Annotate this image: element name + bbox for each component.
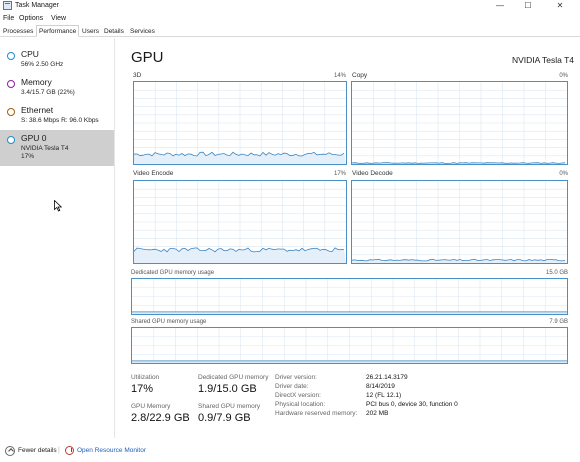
memory-fill [132,360,567,363]
shared-gpu-memory-value: 0.9/7.9 GB [198,412,251,424]
sidebar-item-detail: S: 38.6 Mbps R: 96.0 Kbps [21,117,99,124]
graph-label-copy[interactable]: Copy [352,72,368,79]
graph-label-3d[interactable]: 3D [133,72,142,79]
memory-status-icon [7,80,15,88]
directx-version-value: 12 (FL 12.1) [366,392,402,399]
sidebar-item-label: CPU [21,49,39,59]
sidebar-item-detail: 3.4/15.7 GB (22%) [21,89,75,96]
driver-date-label: Driver date: [275,383,309,390]
minimize-button[interactable]: — [496,1,504,10]
maximize-button[interactable]: ☐ [524,1,532,10]
shared-gpu-memory-label: Shared GPU memory [198,403,261,410]
title-bar: Task Manager — ☐ ✕ [0,0,580,12]
memory-fill [132,311,567,314]
menu-view[interactable]: View [51,15,67,22]
window-title: Task Manager [15,2,59,9]
close-button[interactable]: ✕ [556,1,564,10]
graph-percent-video-encode: 17% [333,171,346,177]
activity-area [134,247,346,263]
graph-label-video-decode[interactable]: Video Decode [352,170,393,177]
driver-version-label: Driver version: [275,374,317,381]
gpu-adapter-name: NVIDIA Tesla T4 [511,55,574,65]
graph-label-video-encode[interactable]: Video Encode [133,170,174,177]
tab-bar: Processes Performance Users Details Serv… [0,25,580,37]
activity-line [134,247,345,253]
tab-services[interactable]: Services [130,28,155,35]
activity-area [134,152,346,164]
dedicated-gpu-memory-value: 1.9/15.0 GB [198,383,257,395]
ethernet-status-icon [7,108,15,116]
gpu-memory-value: 2.8/22.9 GB [131,412,190,424]
graph-percent-3d: 14% [333,73,346,79]
activity-line [352,162,566,164]
graph-dedicated-memory [131,278,568,315]
hardware-reserved-memory-label: Hardware reserved memory: [275,410,358,417]
tab-processes[interactable]: Processes [3,28,34,35]
menu-options[interactable]: Options [19,15,44,22]
dedicated-memory-max: 15.0 GB [545,270,568,276]
directx-version-label: DirectX version: [275,392,321,399]
open-resource-monitor-link[interactable]: Open Resource Monitor [77,447,147,454]
graph-3d [133,81,347,165]
footer-bar: Fewer details | Open Resource Monitor [0,443,580,462]
activity-area [352,259,567,263]
menu-file[interactable]: File [3,15,15,22]
sidebar-item-label: GPU 0 [21,133,47,143]
graph-video-decode [351,180,568,264]
tab-performance[interactable]: Performance [36,25,80,37]
driver-date-value: 8/14/2019 [366,383,395,390]
gpu-status-icon [7,136,15,144]
shared-memory-label: Shared GPU memory usage [131,319,207,325]
sidebar-item-label: Ethernet [21,105,54,115]
gpu-memory-label: GPU Memory [131,403,171,410]
utilization-label: Utilization [131,374,160,381]
graph-percent-copy: 0% [559,73,568,79]
sidebar-item-memory[interactable]: Memory 3.4/15.7 GB (22%) [0,74,114,110]
resource-monitor-icon [65,446,74,455]
sidebar-item-ethernet[interactable]: Ethernet S: 38.6 Mbps R: 96.0 Kbps [0,102,114,138]
graph-shared-memory [131,327,568,364]
resource-sidebar: CPU 56% 2.50 GHz Memory 3.4/15.7 GB (22%… [0,38,115,438]
graph-percent-video-decode: 0% [559,171,568,177]
task-manager-icon [3,1,12,10]
sidebar-item-gpu[interactable]: GPU 0 NVIDIA Tesla T4 17% [0,130,114,166]
mouse-cursor-icon [54,200,62,212]
physical-location-label: Physical location: [275,401,326,408]
activity-line [352,258,566,262]
dedicated-memory-label: Dedicated GPU memory usage [131,270,215,276]
hardware-reserved-memory-value: 202 MB [366,410,389,417]
page-title: GPU [131,49,164,66]
sidebar-item-detail: 56% 2.50 GHz [21,61,64,68]
activity-line [134,151,345,157]
shared-memory-max: 7.9 GB [549,319,568,325]
sidebar-item-detail: NVIDIA Tesla T4 [21,145,69,152]
sidebar-item-percent: 17% [21,153,35,160]
graph-copy [351,81,568,165]
sidebar-item-cpu[interactable]: CPU 56% 2.50 GHz [0,46,114,82]
footer-separator: | [58,447,60,454]
utilization-value: 17% [131,383,154,395]
chevron-up-icon[interactable] [5,446,15,456]
driver-version-value: 26.21.14.3179 [366,374,408,381]
sidebar-item-label: Memory [21,77,52,87]
dedicated-gpu-memory-label: Dedicated GPU memory [198,374,269,381]
graph-video-encode [133,180,347,264]
fewer-details-link[interactable]: Fewer details [18,447,57,454]
physical-location-value: PCI bus 0, device 30, function 0 [366,401,458,408]
cpu-status-icon [7,52,15,60]
tab-users[interactable]: Users [82,28,99,35]
tab-details[interactable]: Details [104,28,124,35]
